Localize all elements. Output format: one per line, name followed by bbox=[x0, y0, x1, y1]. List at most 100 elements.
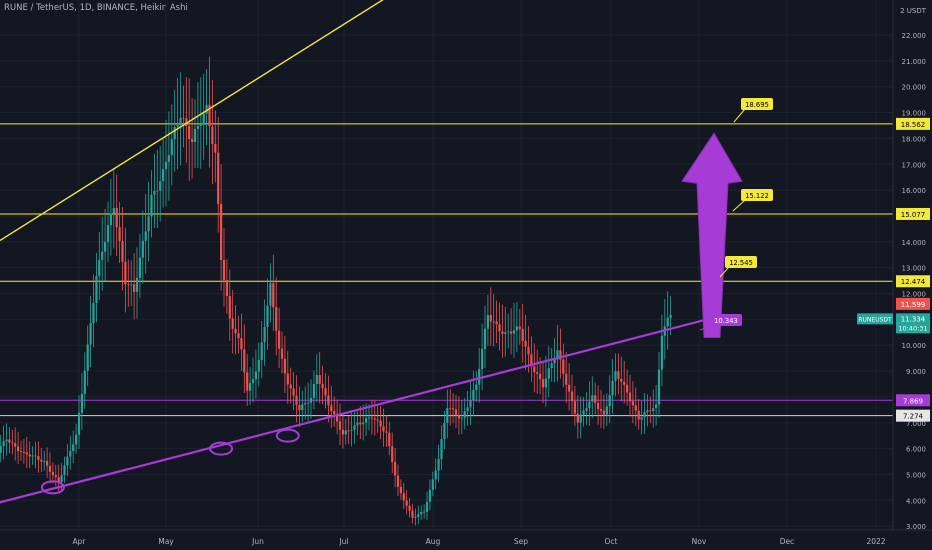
candle-body bbox=[237, 333, 240, 339]
candle-body bbox=[391, 446, 394, 463]
time-axis-bg bbox=[0, 530, 932, 550]
candle-body bbox=[144, 231, 147, 241]
candle-body bbox=[266, 305, 269, 328]
price-tag-text: 7.274 bbox=[903, 413, 924, 421]
price-tag-text: 15.077 bbox=[901, 211, 926, 219]
candle-body bbox=[130, 284, 133, 286]
candle-body bbox=[463, 411, 466, 418]
candle-body bbox=[570, 391, 574, 402]
candle-body bbox=[0, 446, 2, 453]
y-tick-label: 21.000 bbox=[902, 58, 927, 66]
candle-body bbox=[414, 516, 417, 518]
price-axis-bg bbox=[893, 0, 932, 550]
y-tick-label: 10.000 bbox=[902, 342, 927, 350]
candle-body bbox=[646, 410, 649, 413]
candle-body bbox=[11, 442, 14, 444]
candle-body bbox=[104, 241, 107, 252]
candle-body bbox=[22, 451, 25, 453]
candle-body bbox=[402, 493, 405, 501]
candle-body bbox=[217, 152, 220, 204]
candle-body bbox=[382, 426, 385, 432]
candle-body bbox=[179, 117, 182, 126]
x-tick-label: Dec bbox=[780, 537, 795, 546]
candle-body bbox=[185, 118, 188, 127]
candle-body bbox=[260, 342, 263, 361]
candle-body bbox=[611, 380, 614, 396]
callout-text: 18.695 bbox=[745, 101, 769, 109]
candle-body bbox=[254, 371, 257, 380]
candle-body bbox=[649, 410, 652, 412]
candle-body bbox=[5, 439, 8, 442]
candle-body bbox=[475, 384, 478, 391]
candle-body bbox=[524, 340, 527, 347]
candle-body bbox=[556, 350, 559, 360]
candle-body bbox=[214, 144, 217, 153]
trendline-purple bbox=[0, 315, 718, 504]
candle-body bbox=[359, 422, 362, 425]
candle-body bbox=[133, 284, 136, 292]
candle-body bbox=[350, 429, 353, 431]
y-tick-label: 17.000 bbox=[902, 161, 927, 169]
trendline-yellow bbox=[0, 0, 384, 242]
candle-body bbox=[423, 511, 426, 513]
candle-body bbox=[202, 113, 205, 125]
candle-body bbox=[623, 381, 626, 385]
candle-body bbox=[576, 413, 579, 423]
candle-body bbox=[507, 331, 510, 333]
candle-body bbox=[501, 331, 504, 334]
callout-pointer bbox=[719, 266, 730, 278]
price-tag-text: 12.474 bbox=[901, 278, 926, 286]
x-tick-label: Sep bbox=[514, 537, 528, 546]
candle-body bbox=[466, 407, 469, 412]
current-price-text: 11.334 bbox=[901, 315, 926, 323]
price-tag-box bbox=[896, 275, 930, 288]
candle-body bbox=[457, 414, 460, 419]
candle-body bbox=[54, 475, 57, 478]
touch-markers bbox=[40, 428, 300, 495]
candle-body bbox=[530, 354, 533, 367]
current-price-box bbox=[896, 313, 930, 334]
y-tick-label: 18.000 bbox=[902, 135, 927, 143]
callouts: 18.695 15.122 12.545 10.343 bbox=[699, 98, 773, 331]
candle-body bbox=[510, 331, 513, 334]
y-tick-label: 6.000 bbox=[906, 446, 926, 454]
candle-body bbox=[289, 384, 292, 389]
candle-body bbox=[83, 370, 86, 394]
candle-body bbox=[167, 155, 170, 162]
x-tick-label: Oct bbox=[605, 537, 618, 546]
candle-body bbox=[620, 378, 623, 382]
x-tick-label: Aug bbox=[426, 537, 441, 546]
candle-body bbox=[347, 430, 350, 432]
candle-body bbox=[141, 240, 144, 258]
candle-body bbox=[269, 283, 272, 306]
candle-body bbox=[594, 395, 597, 404]
candle-body bbox=[504, 332, 507, 334]
candle-body bbox=[628, 392, 632, 402]
candle-body bbox=[614, 371, 617, 381]
candle-body bbox=[379, 420, 382, 427]
candle-body bbox=[304, 403, 307, 405]
candle-body bbox=[280, 348, 284, 359]
candle-body bbox=[602, 410, 605, 415]
candle-body bbox=[498, 324, 501, 332]
candle-body bbox=[478, 369, 481, 385]
candle-body bbox=[109, 213, 112, 226]
candle-body bbox=[582, 410, 585, 415]
candle-body bbox=[373, 418, 376, 420]
candle-body bbox=[562, 359, 565, 374]
candle-body bbox=[164, 161, 168, 170]
touch-marker bbox=[275, 428, 300, 443]
candle-body bbox=[196, 125, 199, 129]
candle-body bbox=[544, 378, 547, 388]
candle-body bbox=[533, 366, 536, 373]
touch-marker bbox=[209, 441, 234, 456]
candle-body bbox=[57, 477, 60, 483]
candle-body bbox=[292, 388, 295, 396]
candle-body bbox=[573, 401, 576, 414]
candle-body bbox=[14, 443, 17, 447]
callout-box bbox=[710, 314, 742, 326]
x-tick-label: Jun bbox=[251, 537, 264, 546]
candle-body bbox=[170, 139, 173, 156]
candle-body bbox=[17, 446, 20, 452]
